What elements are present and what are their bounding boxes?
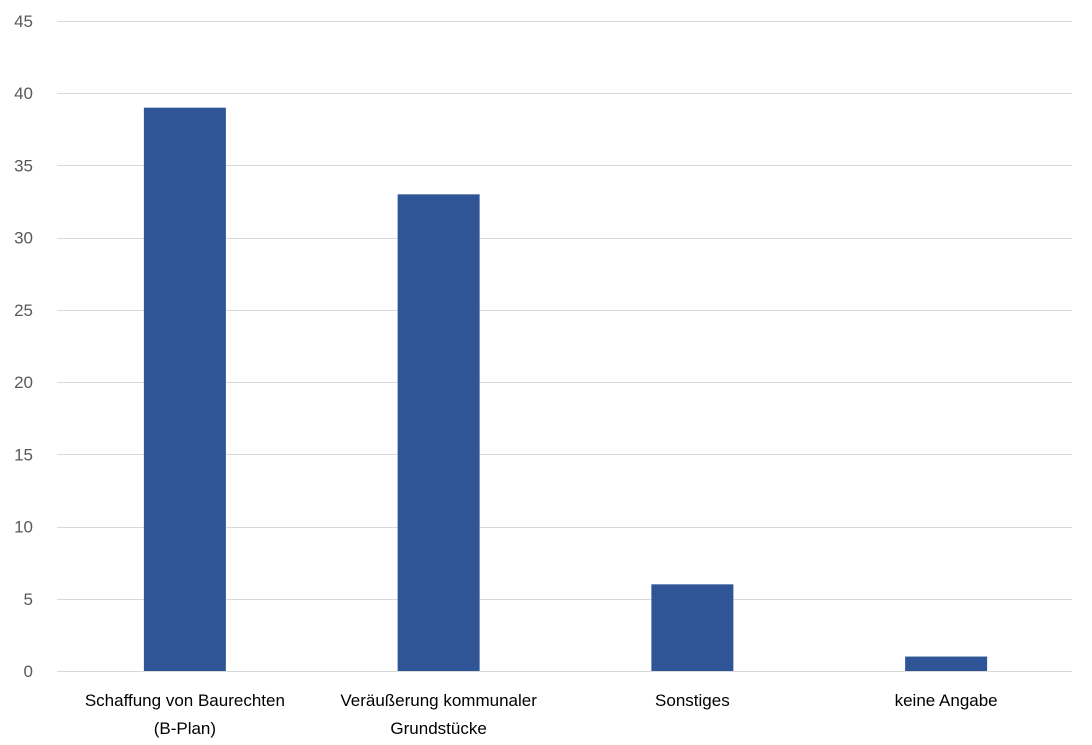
x-category-label: Sonstiges [655, 691, 730, 710]
y-tick-label: 20 [14, 373, 33, 392]
y-tick-label: 15 [14, 445, 33, 464]
bar [651, 584, 734, 671]
y-tick-label: 35 [14, 156, 33, 175]
y-tick-label: 10 [14, 518, 33, 537]
x-category-label: Grundstücke [390, 719, 486, 738]
x-axis-labels: Schaffung von Baurechten (B-Plan) Veräußer… [85, 691, 998, 738]
y-tick-label: 25 [14, 301, 33, 320]
y-axis-ticks: 0 5 10 15 20 25 30 35 40 45 [14, 12, 33, 681]
x-category-label: Veräußerung kommunaler [340, 691, 537, 710]
bars [143, 107, 988, 672]
y-tick-label: 30 [14, 229, 33, 248]
x-category-label: keine Angabe [895, 691, 998, 710]
x-category-label: Schaffung von Baurechten [85, 691, 285, 710]
bar [905, 656, 988, 671]
bar [143, 107, 226, 671]
bar [397, 194, 480, 672]
y-tick-label: 40 [14, 84, 33, 103]
y-tick-label: 0 [24, 662, 33, 681]
y-tick-label: 45 [14, 12, 33, 31]
y-tick-label: 5 [24, 590, 33, 609]
x-category-label: (B-Plan) [154, 719, 216, 738]
gridlines [57, 21, 1072, 672]
